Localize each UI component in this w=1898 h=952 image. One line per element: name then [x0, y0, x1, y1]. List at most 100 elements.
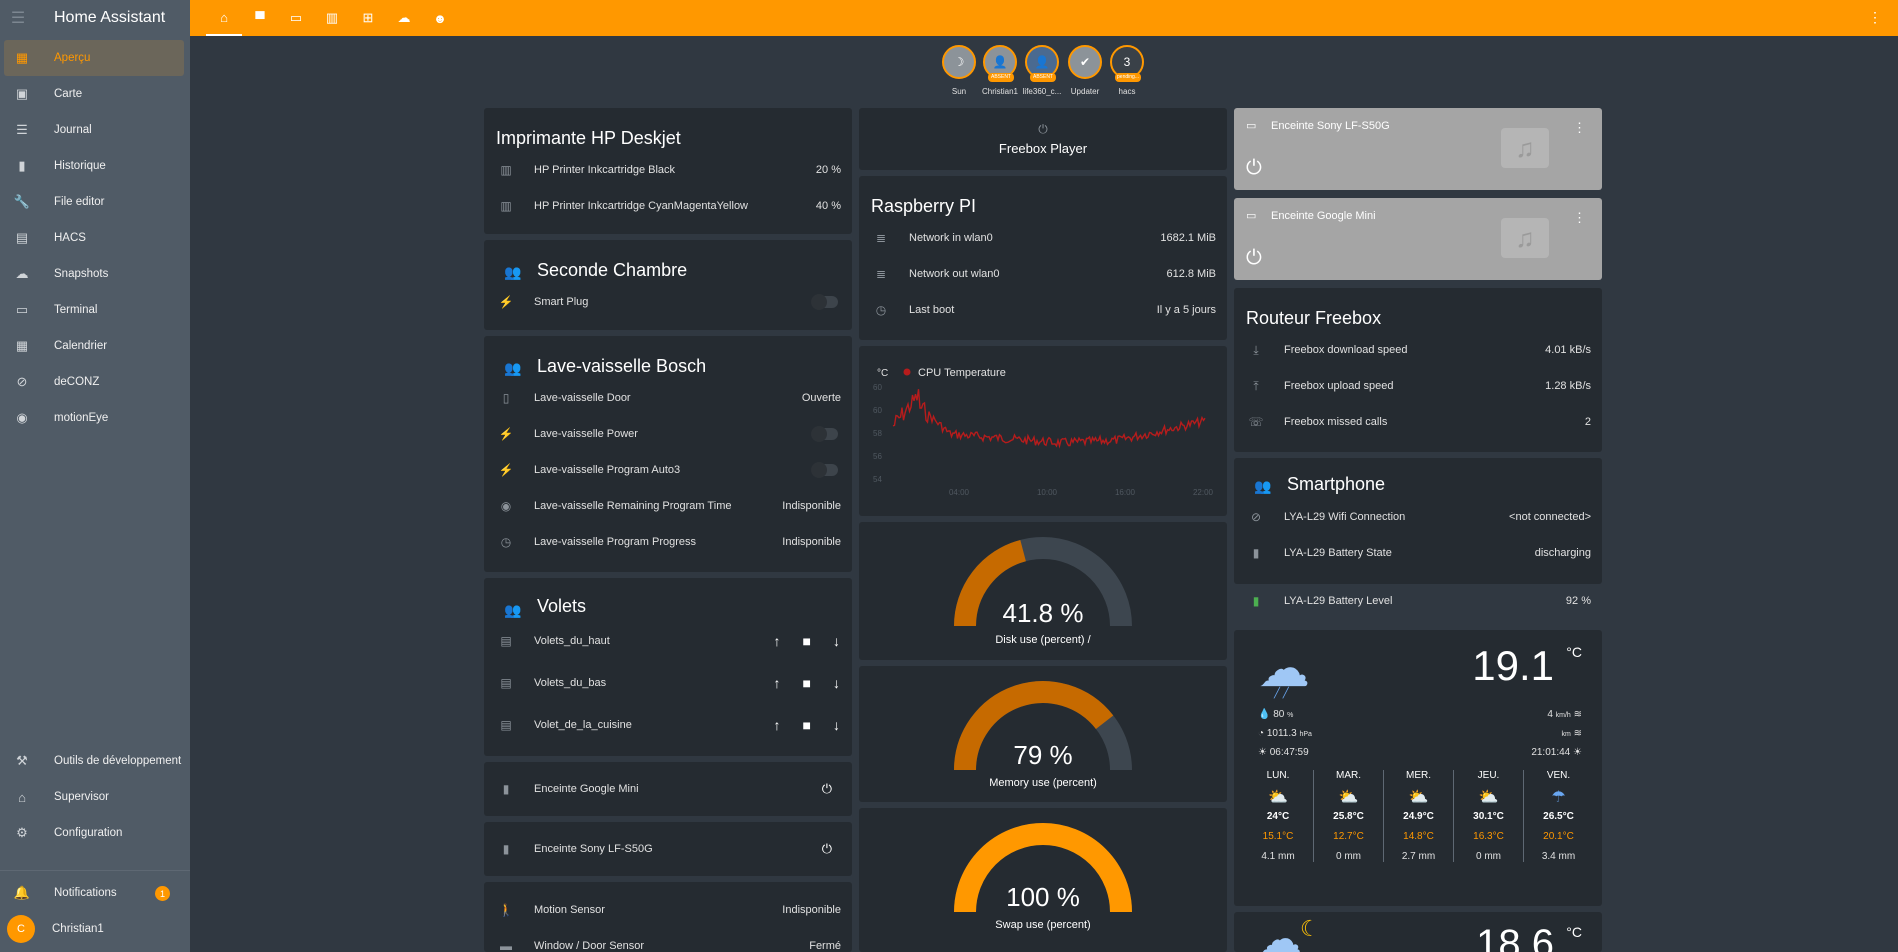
sunset-icon: ☀	[1573, 747, 1582, 758]
program-toggle[interactable]	[811, 462, 838, 478]
tab-robot-icon[interactable]: ☻	[433, 10, 447, 26]
battery-icon: ▮	[1252, 546, 1260, 560]
cover-close-button[interactable]: ↓	[833, 633, 840, 649]
card-disk-gauge[interactable]: 41.8 % Disk use (percent) /	[859, 522, 1227, 660]
entity-row[interactable]: ◷ Lave-vaisselle Program Progress Indispon…	[484, 532, 852, 552]
entity-row: ⚡ Lave-vaisselle Power	[484, 424, 852, 444]
power-button[interactable]: ⏻	[1246, 247, 1262, 269]
card-sony: ▮ Enceinte Sony LF-S50G ⏻	[484, 822, 852, 876]
media-card-sony[interactable]: ▭ Enceinte Sony LF-S50G ⋮ ♫ ⏻	[1234, 108, 1602, 190]
cover-close-button[interactable]: ↓	[833, 717, 840, 733]
sidebar-item-journal[interactable]: ☰ Journal	[0, 112, 190, 148]
speaker-icon: ▮	[502, 782, 510, 796]
sidebar-item-snapshots[interactable]: ☁ Snapshots	[0, 256, 190, 292]
power-button[interactable]: ⏻	[821, 781, 832, 796]
tab-window-icon[interactable]: ⊞	[362, 10, 374, 25]
phone-missed-icon: ☏	[1248, 415, 1264, 429]
entity-row[interactable]: ▥ HP Printer Inkcartridge CyanMagentaYell…	[484, 196, 852, 216]
power-button[interactable]: ⏻	[1246, 157, 1262, 179]
entity-row[interactable]: 🚶 Motion Sensor Indisponible	[484, 900, 852, 920]
media-card-google-mini[interactable]: ▭ Enceinte Google Mini ⋮ ♫ ⏻	[1234, 198, 1602, 280]
cover-close-button[interactable]: ↓	[833, 675, 840, 691]
entity-row[interactable]: ≣ Network in wlan0 1682.1 MiB	[859, 228, 1227, 248]
cover-open-button[interactable]: ↑	[773, 675, 781, 691]
sidebar-item-user[interactable]: C Christian1	[0, 911, 190, 947]
sidebar-item-apercu[interactable]: ▦ Aperçu	[4, 40, 184, 76]
tab-printer-icon[interactable]: ▥	[325, 10, 339, 25]
card-memory-gauge[interactable]: 79 % Memory use (percent)	[859, 666, 1227, 802]
sidebar-item-file-editor[interactable]: 🔧 File editor	[13, 194, 105, 209]
weather-attributes-right: 4 km/h ≋ km ≋ 21:01:44 ☀	[1531, 709, 1582, 758]
sidebar-item-supervisor[interactable]: ⌂ Supervisor	[0, 779, 190, 815]
forecast-day: MER. ⛅ 24.9°C 14.8°C 2.7 mm	[1383, 770, 1453, 862]
entity-row[interactable]: ≣ Network out wlan0 612.8 MiB	[859, 264, 1227, 284]
power-button[interactable]: ⏻	[821, 841, 832, 856]
tab-desk-icon[interactable]: ▀	[255, 10, 265, 26]
badge-sun[interactable]: ☽ Sun	[936, 45, 982, 96]
menu-icon[interactable]: ☰	[10, 10, 26, 27]
tab-home-icon[interactable]: ⌂	[206, 0, 242, 36]
entity-row[interactable]: ◷ Last boot Il y a 5 jours	[859, 300, 1227, 320]
sidebar-item-notifications[interactable]: 🔔 Notifications 1	[0, 875, 190, 911]
entity-row[interactable]: ◉ Lave-vaisselle Remaining Program Time In…	[484, 496, 852, 516]
cover-stop-button[interactable]: ■	[802, 675, 811, 691]
entity-row[interactable]: ⊘ LYA-L29 Wifi Connection <not connected>	[1234, 507, 1602, 527]
tab-devices-icon[interactable]: ▭	[289, 10, 303, 25]
cover-stop-button[interactable]: ■	[802, 633, 811, 649]
entity-row[interactable]: ☏ Freebox missed calls 2	[1234, 412, 1602, 432]
more-vert-icon[interactable]: ⋮	[1868, 9, 1882, 25]
sidebar-item-carte[interactable]: ▣ Carte	[0, 76, 190, 112]
more-vert-icon[interactable]: ⋮	[1573, 210, 1586, 225]
media-row: ▮ Enceinte Google Mini ⏻	[484, 779, 852, 799]
card-cpu-temp-chart[interactable]: °C CPU Temperature 60 60 58 56 54 04:00 …	[859, 346, 1227, 516]
entity-row-battery-level[interactable]: ▮ LYA-L29 Battery Level 92 %	[1234, 591, 1602, 611]
sidebar-item-historique[interactable]: ▮ Historique	[0, 148, 190, 184]
current-temperature: 19.1	[1472, 642, 1554, 689]
entity-row[interactable]: ▬ Window / Door Sensor Fermé	[484, 936, 852, 952]
card-weather[interactable]: ☁ ╱ ╱ 19.1 °C 💧 80 % ◔ 1011.3 hPa ☀ 06:4…	[1234, 630, 1602, 906]
card-title: Volets	[537, 596, 587, 616]
cover-open-button[interactable]: ↑	[773, 717, 781, 733]
entity-row[interactable]: ▥ HP Printer Inkcartridge Black 20 %	[484, 160, 852, 180]
sidebar-item-hacs[interactable]: ▤ HACS	[0, 220, 190, 256]
badge-christian1[interactable]: 👤 ABSENT Christian1	[977, 45, 1023, 96]
deconz-icon: ⊘	[16, 374, 28, 389]
card-swap-gauge[interactable]: 100 % Swap use (percent)	[859, 808, 1227, 952]
rainy-icon: ☂	[1551, 789, 1566, 806]
card-title: Raspberry PI	[871, 196, 977, 216]
more-vert-icon[interactable]: ⋮	[1573, 120, 1586, 135]
server-icon: ≣	[875, 231, 887, 245]
badge-updater[interactable]: ✔ Updater	[1062, 45, 1108, 96]
wrench-icon: 🔧	[13, 194, 31, 209]
sidebar-item-motioneye[interactable]: ◉ motionEye	[0, 400, 190, 436]
entity-row[interactable]: ▮ LYA-L29 Battery State discharging	[1234, 543, 1602, 563]
cloud-icon: ☁	[15, 266, 29, 281]
power-toggle[interactable]	[811, 426, 838, 442]
memory-gauge	[954, 681, 1132, 771]
entity-row[interactable]: ⤓ Freebox download speed 4.01 kB/s	[1234, 340, 1602, 360]
window-shutter-icon: ▤	[500, 634, 512, 648]
swap-gauge	[954, 823, 1132, 913]
cpu-temperature-chart: °C CPU Temperature 60 60 58 56 54 04:00 …	[873, 367, 1214, 497]
supervisor-icon: ⌂	[18, 789, 26, 805]
cover-open-button[interactable]: ↑	[773, 633, 781, 649]
card-weather-2[interactable]: ☁ ☾ 18.6 °C	[1234, 912, 1602, 952]
card-freebox-player[interactable]: ⏻ Freebox Player	[859, 108, 1227, 170]
smart-plug-toggle[interactable]	[811, 294, 838, 310]
badge-life360[interactable]: 👤 ABSENT life360_c...	[1019, 45, 1065, 96]
cover-stop-button[interactable]: ■	[802, 717, 811, 733]
sidebar-item-terminal[interactable]: ▭ Terminal	[0, 292, 190, 328]
sidebar-item-deconz[interactable]: ⊘ deCONZ	[0, 364, 190, 400]
sidebar-item-configuration[interactable]: ⚙ Configuration	[0, 815, 190, 851]
y-tick: 60	[873, 383, 882, 392]
badge-hacs[interactable]: 3 pending... hacs	[1104, 45, 1150, 96]
tab-cloud-icon[interactable]: ☁	[397, 10, 411, 25]
rain-drops-icon: ╱ ╱	[1274, 688, 1289, 699]
entity-row[interactable]: ▯ Lave-vaisselle Door Ouverte	[484, 388, 852, 408]
sunrise-icon: ☀	[1258, 747, 1267, 758]
sidebar-item-dev-tools[interactable]: ⚒ Outils de développement	[0, 743, 190, 779]
sidebar-item-calendrier[interactable]: ▦ Calendrier	[0, 328, 190, 364]
entity-row[interactable]: ⤒ Freebox upload speed 1.28 kB/s	[1234, 376, 1602, 396]
card-raspberry: Raspberry PI ≣ Network in wlan0 1682.1 MiB…	[859, 176, 1227, 340]
download-icon: ⤓	[1253, 342, 1259, 357]
